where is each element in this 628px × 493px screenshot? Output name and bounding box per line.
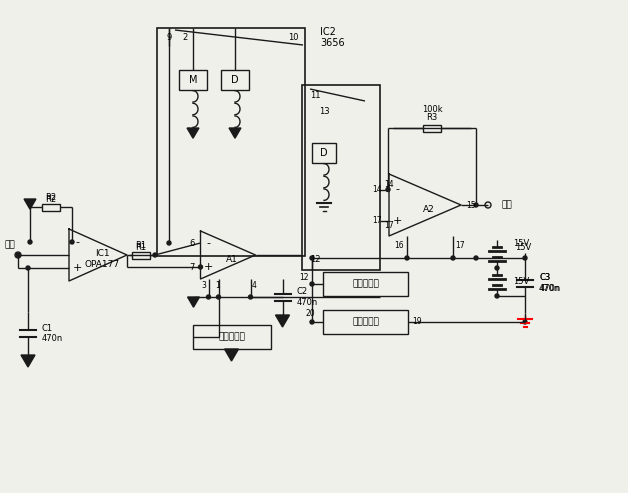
Text: A2: A2 [423, 205, 435, 213]
Text: 10: 10 [288, 34, 298, 42]
Circle shape [310, 320, 314, 324]
Polygon shape [229, 128, 241, 138]
Text: 输出级电源: 输出级电源 [352, 280, 379, 288]
Text: IC1
OPA177: IC1 OPA177 [84, 249, 119, 269]
Circle shape [207, 295, 210, 299]
Bar [221, 70, 249, 90]
Text: 4: 4 [251, 282, 256, 290]
Text: 11: 11 [310, 91, 320, 100]
Text: -: - [395, 184, 399, 195]
Circle shape [310, 256, 314, 260]
Text: R2: R2 [45, 193, 57, 203]
Text: 2: 2 [182, 34, 188, 42]
Circle shape [451, 256, 455, 260]
Circle shape [386, 187, 390, 191]
Text: +: + [392, 215, 402, 225]
Circle shape [16, 253, 20, 257]
Text: 16: 16 [394, 242, 404, 250]
Bar [132, 251, 150, 258]
Bar [302, 85, 380, 270]
Text: D: D [320, 148, 328, 158]
Text: R1: R1 [136, 242, 146, 250]
Bar [323, 272, 408, 296]
Text: 100k: 100k [421, 106, 442, 114]
Text: 19: 19 [412, 317, 421, 326]
Circle shape [495, 294, 499, 298]
Bar [312, 143, 336, 163]
Text: 15V: 15V [513, 240, 529, 248]
Circle shape [26, 266, 30, 270]
Text: 7: 7 [189, 262, 195, 272]
Text: 输出: 输出 [502, 201, 512, 210]
Bar [323, 310, 408, 334]
Circle shape [310, 282, 314, 286]
Text: 14: 14 [384, 180, 394, 189]
Text: 17: 17 [372, 216, 382, 225]
Circle shape [167, 241, 171, 245]
Text: C3
470n: C3 470n [539, 273, 560, 293]
Bar [193, 325, 271, 349]
Text: R2: R2 [45, 196, 57, 205]
Circle shape [523, 256, 527, 260]
Circle shape [70, 240, 74, 244]
Circle shape [153, 253, 157, 257]
Text: 20: 20 [305, 310, 315, 318]
Text: A1: A1 [226, 254, 238, 263]
Text: 1: 1 [215, 282, 220, 290]
Circle shape [405, 256, 409, 260]
Text: 15V: 15V [515, 243, 531, 251]
Text: +: + [204, 262, 213, 272]
Text: -: - [207, 238, 210, 248]
Circle shape [474, 203, 478, 207]
Text: 14: 14 [372, 185, 382, 194]
Text: 17: 17 [455, 242, 465, 250]
Text: 3: 3 [202, 282, 207, 290]
Text: 输入: 输入 [4, 241, 15, 249]
Bar [423, 125, 441, 132]
Polygon shape [187, 128, 199, 138]
Text: 13: 13 [318, 106, 329, 115]
Bar [179, 70, 207, 90]
Polygon shape [188, 297, 200, 307]
Text: 3656: 3656 [320, 38, 345, 48]
Text: 6: 6 [189, 239, 195, 247]
Text: R1: R1 [136, 244, 146, 252]
Text: IC2: IC2 [320, 27, 336, 37]
Text: R3: R3 [426, 113, 438, 122]
Bar [42, 204, 60, 211]
Text: C2
470n: C2 470n [296, 287, 318, 307]
Polygon shape [276, 315, 290, 327]
Text: 15: 15 [466, 201, 475, 210]
Text: D: D [231, 75, 239, 85]
Circle shape [28, 240, 32, 244]
Text: M: M [189, 75, 197, 85]
Text: 脉冲发生器: 脉冲发生器 [352, 317, 379, 326]
Text: +: + [72, 263, 82, 273]
Circle shape [217, 295, 220, 299]
Circle shape [474, 256, 478, 260]
Text: 12: 12 [300, 274, 309, 282]
Text: C1
470n: C1 470n [42, 324, 63, 343]
Text: 15V: 15V [513, 278, 529, 286]
Text: 17: 17 [384, 221, 394, 230]
Text: -: - [75, 237, 79, 247]
Circle shape [198, 265, 202, 269]
Polygon shape [24, 199, 36, 209]
Bar [157, 28, 305, 256]
Text: 输入级电源: 输入级电源 [218, 332, 245, 342]
Circle shape [249, 295, 252, 299]
Polygon shape [21, 355, 35, 367]
Circle shape [495, 266, 499, 270]
Text: C3
470n: C3 470n [540, 273, 561, 293]
Circle shape [523, 320, 527, 324]
Text: 12: 12 [310, 255, 320, 265]
Text: 9: 9 [166, 34, 171, 42]
Polygon shape [224, 349, 239, 361]
